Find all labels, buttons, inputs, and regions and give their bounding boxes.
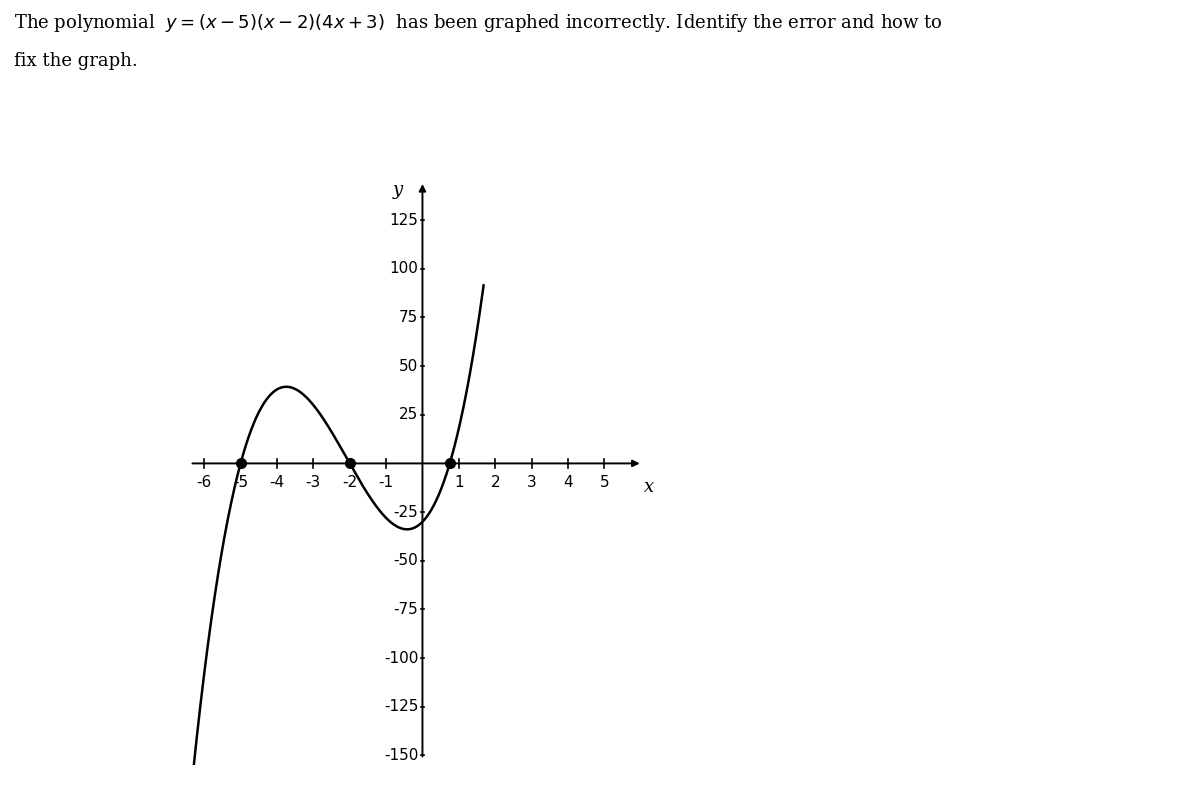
Text: -6: -6 [197, 475, 212, 490]
Text: -5: -5 [233, 475, 248, 490]
Text: -25: -25 [394, 505, 419, 520]
Text: fix the graph.: fix the graph. [14, 52, 138, 70]
Text: -3: -3 [306, 475, 320, 490]
Text: The polynomial  $y = (x-5)(x-2)(4x + 3)$  has been graphed incorrectly. Identify: The polynomial $y = (x-5)(x-2)(4x + 3)$ … [14, 12, 943, 34]
Text: 1: 1 [454, 475, 463, 490]
Text: -4: -4 [269, 475, 284, 490]
Text: 4: 4 [563, 475, 572, 490]
Text: x: x [644, 477, 654, 496]
Text: 75: 75 [400, 310, 419, 325]
Text: -100: -100 [384, 650, 419, 665]
Text: -1: -1 [378, 475, 394, 490]
Text: -50: -50 [394, 553, 419, 568]
Text: 50: 50 [400, 359, 419, 374]
Text: -150: -150 [384, 748, 419, 763]
Text: -2: -2 [342, 475, 358, 490]
Text: 125: 125 [390, 213, 419, 228]
Text: 25: 25 [400, 407, 419, 422]
Text: -75: -75 [394, 602, 419, 617]
Text: -125: -125 [384, 699, 419, 714]
Text: 2: 2 [491, 475, 500, 490]
Text: 100: 100 [390, 261, 419, 277]
Text: 3: 3 [527, 475, 536, 490]
Text: 5: 5 [600, 475, 610, 490]
Text: y: y [392, 181, 402, 199]
